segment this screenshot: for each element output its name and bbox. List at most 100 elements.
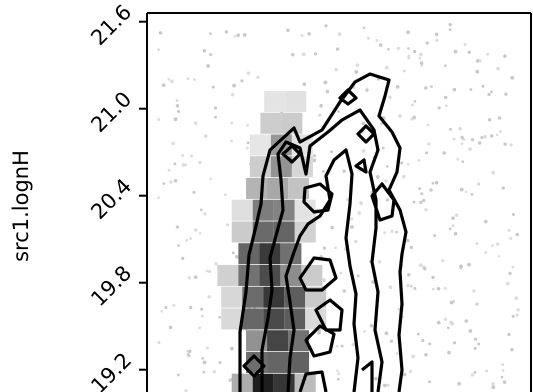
scatter-point <box>472 289 476 293</box>
scatter-point <box>433 234 437 238</box>
scatter-point <box>510 347 514 352</box>
scatter-point <box>162 182 166 185</box>
scatter-point <box>428 342 432 346</box>
scatter-point <box>484 251 488 255</box>
scatter-point <box>423 267 427 271</box>
scatter-point <box>382 383 387 388</box>
scatter-point <box>324 24 328 28</box>
scatter-point <box>473 346 477 350</box>
scatter-point <box>426 123 430 127</box>
scatter-point <box>233 35 237 38</box>
scatter-point <box>487 118 492 122</box>
scatter-point <box>203 134 208 138</box>
scatter-point <box>167 168 171 172</box>
scatter-point <box>476 182 480 186</box>
heatmap-cell <box>231 199 253 221</box>
heatmap-cell <box>294 199 316 221</box>
scatter-point <box>230 92 235 97</box>
scatter-point <box>234 254 239 259</box>
scatter-point <box>175 104 180 108</box>
scatter-point <box>511 213 515 216</box>
scatter-point <box>514 296 519 301</box>
scatter-point <box>477 342 481 346</box>
scatter-point <box>473 370 477 374</box>
scatter-point <box>511 265 515 269</box>
scatter-point <box>214 262 218 266</box>
scatter-point <box>437 106 441 110</box>
scatter-point <box>177 373 180 377</box>
scatter-point <box>203 212 207 216</box>
scatter-point <box>402 372 407 377</box>
heatmap-cell <box>280 264 302 286</box>
scatter-point <box>366 36 370 40</box>
scatter-point <box>429 188 433 192</box>
scatter-point <box>177 109 181 114</box>
scatter-point <box>396 46 400 50</box>
heatmap-cell <box>217 264 239 286</box>
scatter-point <box>397 307 401 311</box>
scatter-point <box>325 89 330 94</box>
scatter-point <box>449 320 454 325</box>
scatter-point <box>485 369 489 373</box>
scatter-point <box>377 260 382 264</box>
scatter-point <box>419 52 423 57</box>
heatmap-cell <box>267 351 289 373</box>
heatmap-cell <box>270 156 292 178</box>
scatter-point <box>446 326 450 330</box>
scatter-point <box>334 67 338 72</box>
scatter-point <box>497 254 501 258</box>
scatter-point <box>475 69 480 74</box>
scatter-point <box>398 114 402 118</box>
scatter-point <box>185 239 188 242</box>
scatter-point <box>444 64 447 68</box>
scatter-point <box>291 53 295 57</box>
scatter-point <box>509 236 513 240</box>
scatter-point <box>230 346 234 351</box>
scatter-point <box>157 118 161 122</box>
scatter-point <box>516 308 520 312</box>
scatter-point <box>441 259 445 263</box>
scatter-point <box>431 287 435 291</box>
scatter-point <box>168 325 173 330</box>
scatter-point <box>301 52 306 57</box>
scatter-point <box>395 230 398 234</box>
scatter-point <box>419 61 424 65</box>
scatter-point <box>206 64 210 68</box>
scatter-point <box>361 121 366 126</box>
scatter-point <box>434 180 439 185</box>
scatter-point <box>395 352 399 355</box>
scatter-point <box>515 232 520 237</box>
scatter-point <box>175 99 179 103</box>
scatter-point <box>209 53 213 57</box>
heatmap-cell <box>242 308 264 330</box>
scatter-point <box>495 133 499 137</box>
scatter-point <box>389 339 394 343</box>
scatter-point <box>421 339 425 343</box>
scatter-point <box>224 193 227 197</box>
scatter-point <box>388 95 392 100</box>
scatter-point <box>198 326 202 330</box>
heatmap-cell <box>231 221 253 243</box>
scatter-point <box>172 303 176 307</box>
scatter-point <box>451 216 455 220</box>
scatter-point <box>478 59 482 63</box>
scatter-point <box>422 198 426 203</box>
scatter-point <box>167 78 171 81</box>
scatter-point <box>375 38 379 42</box>
scatter-point <box>192 78 196 82</box>
scatter-point <box>336 377 340 381</box>
scatter-point <box>470 373 475 377</box>
scatter-point <box>474 337 478 341</box>
scatter-point <box>193 228 198 232</box>
heatmap-cell <box>267 330 289 352</box>
scatter-point <box>173 162 177 166</box>
contour-level-2 <box>260 108 384 392</box>
scatter-point <box>437 320 441 325</box>
scatter-point <box>336 369 339 372</box>
scatter-point <box>181 163 186 167</box>
scatter-point <box>483 219 488 224</box>
contour-outer <box>238 72 408 392</box>
scatter-point <box>452 87 457 92</box>
scatter-point <box>402 69 406 73</box>
contour-inner-9 <box>370 182 396 222</box>
